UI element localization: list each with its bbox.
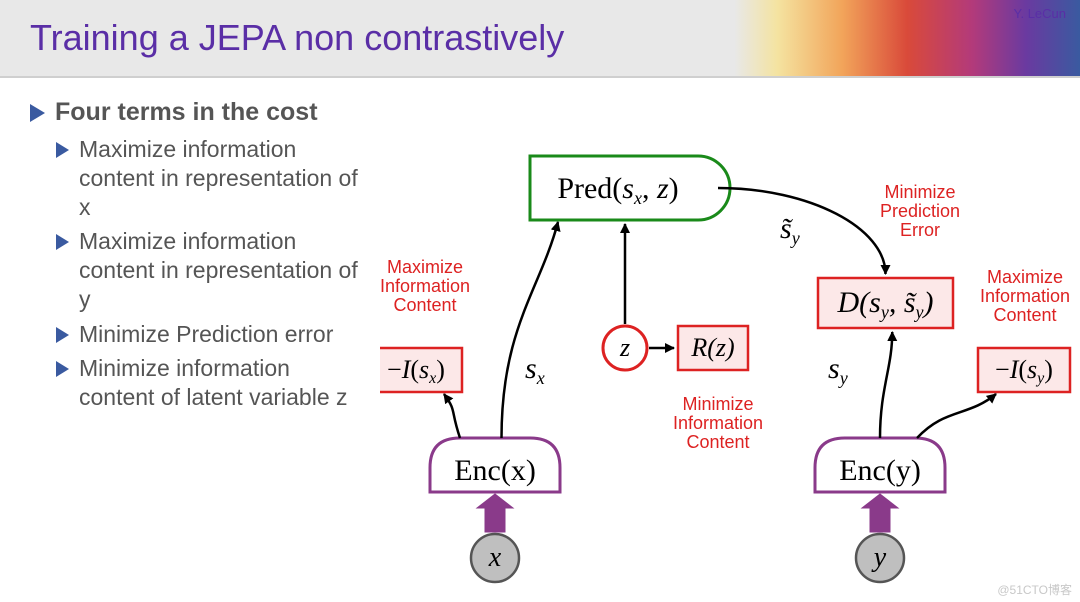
svg-text:sy: sy <box>828 352 848 388</box>
slide-title: Training a JEPA non contrastively <box>30 17 564 59</box>
bullet-sub: Minimize information content of latent v… <box>56 354 370 412</box>
triangle-bullet-icon <box>30 104 45 122</box>
slide-body: Four terms in the cost Maximize informat… <box>0 78 1080 602</box>
bullet-sub-text: Minimize information content of latent v… <box>79 354 370 412</box>
bullet-sub-text: Maximize information content in represen… <box>79 227 370 313</box>
slide-header: Y. LeCun Training a JEPA non contrastive… <box>0 0 1080 78</box>
jepa-diagram: xyEnc(x)Enc(y)Pred(sx, z)zR(z)D(sy, s̃y)… <box>380 78 1080 602</box>
bullet-sub-text: Minimize Prediction error <box>79 320 333 349</box>
bullet-sub: Maximize information content in represen… <box>56 135 370 221</box>
triangle-bullet-icon <box>56 361 69 377</box>
svg-text:Enc(y): Enc(y) <box>839 454 921 487</box>
svg-text:R(z): R(z) <box>690 333 734 362</box>
svg-text:Enc(x): Enc(x) <box>454 454 536 487</box>
bullet-sub-text: Maximize information content in represen… <box>79 135 370 221</box>
triangle-bullet-icon <box>56 327 69 343</box>
watermark: @51CTO博客 <box>997 581 1072 598</box>
svg-text:−I(sy): −I(sy) <box>995 355 1053 387</box>
triangle-bullet-icon <box>56 234 69 250</box>
diagram-panel: xyEnc(x)Enc(y)Pred(sx, z)zR(z)D(sy, s̃y)… <box>380 78 1080 602</box>
bullet-main: Four terms in the cost <box>30 98 370 127</box>
author-label: Y. LeCun <box>1013 6 1066 21</box>
bullet-sub: Minimize Prediction error <box>56 320 370 349</box>
svg-text:s̃y: s̃y <box>780 212 800 248</box>
bullet-sub: Maximize information content in represen… <box>56 227 370 313</box>
bullet-panel: Four terms in the cost Maximize informat… <box>0 78 380 602</box>
svg-text:sx: sx <box>525 352 545 388</box>
triangle-bullet-icon <box>56 142 69 158</box>
svg-text:MinimizeInformationContent: MinimizeInformationContent <box>673 394 763 452</box>
svg-text:MaximizeInformationContent: MaximizeInformationContent <box>380 257 470 315</box>
svg-text:x: x <box>488 542 502 573</box>
svg-text:y: y <box>871 542 887 573</box>
svg-text:Pred(sx, z): Pred(sx, z) <box>557 172 678 208</box>
svg-text:−I(sx): −I(sx) <box>387 355 445 387</box>
bullet-main-text: Four terms in the cost <box>55 98 318 127</box>
svg-text:MaximizeInformationContent: MaximizeInformationContent <box>980 267 1070 325</box>
svg-text:z: z <box>619 333 630 362</box>
svg-text:MinimizePredictionError: MinimizePredictionError <box>880 182 960 240</box>
